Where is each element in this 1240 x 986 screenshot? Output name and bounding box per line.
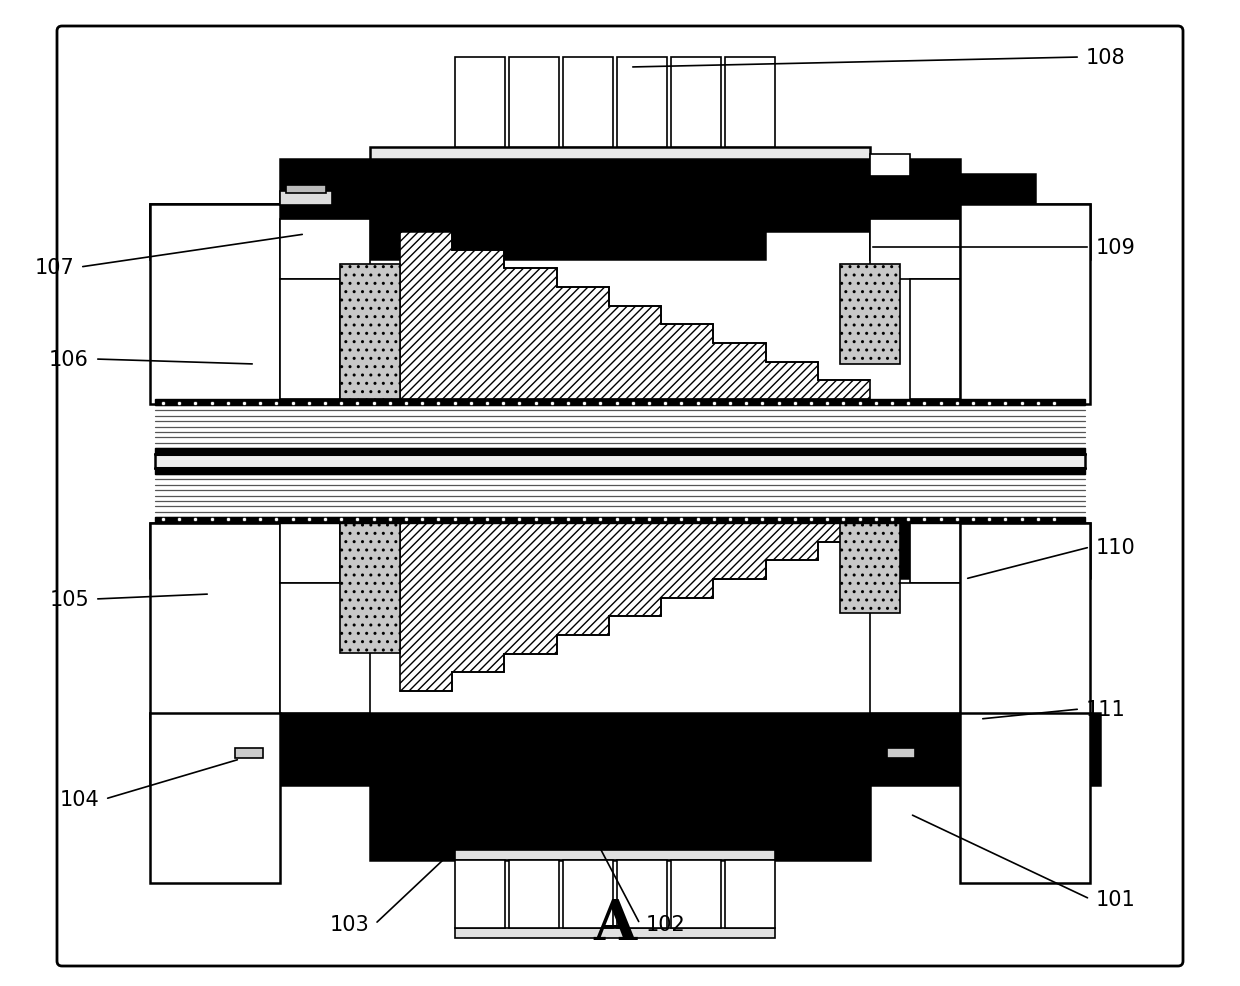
Text: 106: 106 — [50, 350, 89, 370]
Bar — [839, 524, 900, 613]
Bar — [150, 713, 280, 883]
Bar — [455, 58, 505, 148]
Bar — [280, 192, 332, 206]
Bar — [150, 205, 280, 254]
Polygon shape — [401, 232, 870, 399]
Bar — [155, 518, 1085, 524]
Bar — [839, 264, 900, 365]
Text: 101: 101 — [1096, 889, 1136, 909]
Bar — [455, 928, 775, 938]
Bar — [960, 524, 1090, 718]
Bar — [455, 850, 775, 860]
Text: 102: 102 — [646, 914, 686, 934]
Text: 110: 110 — [1096, 537, 1136, 557]
Bar — [150, 524, 765, 579]
Bar — [340, 524, 401, 654]
Bar — [150, 205, 765, 259]
Text: 104: 104 — [60, 789, 99, 810]
Bar — [155, 449, 1085, 455]
Bar — [150, 524, 280, 718]
Bar — [870, 584, 960, 713]
Text: 109: 109 — [1096, 238, 1136, 257]
Polygon shape — [401, 524, 870, 691]
Bar — [910, 280, 960, 399]
Bar — [960, 713, 1090, 883]
Bar — [150, 713, 1100, 785]
Bar — [150, 205, 280, 404]
Bar — [618, 58, 667, 148]
Bar — [563, 58, 613, 148]
Bar — [340, 264, 401, 399]
Bar — [725, 860, 775, 928]
Text: 111: 111 — [1086, 699, 1126, 719]
Bar — [155, 468, 1085, 474]
Bar — [370, 148, 870, 160]
Bar — [280, 584, 370, 713]
Bar — [870, 220, 960, 280]
Bar — [280, 220, 370, 280]
Text: A: A — [594, 896, 636, 951]
Bar — [508, 58, 559, 148]
Bar — [280, 160, 960, 232]
Bar — [155, 455, 1085, 468]
Bar — [671, 58, 720, 148]
Text: 103: 103 — [330, 914, 370, 934]
Bar — [618, 860, 667, 928]
Bar — [286, 185, 326, 194]
Bar — [370, 785, 870, 860]
Bar — [155, 399, 1085, 405]
Bar — [960, 205, 1090, 404]
FancyBboxPatch shape — [57, 27, 1183, 966]
Bar — [870, 175, 1035, 259]
Bar — [870, 524, 1090, 579]
Bar — [725, 58, 775, 148]
Text: 107: 107 — [35, 257, 74, 278]
Bar — [455, 860, 505, 928]
Bar — [910, 524, 960, 584]
Text: 105: 105 — [50, 590, 89, 609]
Bar — [236, 748, 263, 758]
Bar — [671, 860, 720, 928]
Bar — [887, 748, 915, 758]
Bar — [870, 155, 910, 176]
Bar — [563, 860, 613, 928]
Bar — [870, 205, 1090, 259]
Bar — [508, 860, 559, 928]
Text: 108: 108 — [1086, 48, 1126, 68]
Bar — [280, 524, 340, 584]
Bar — [280, 280, 340, 399]
